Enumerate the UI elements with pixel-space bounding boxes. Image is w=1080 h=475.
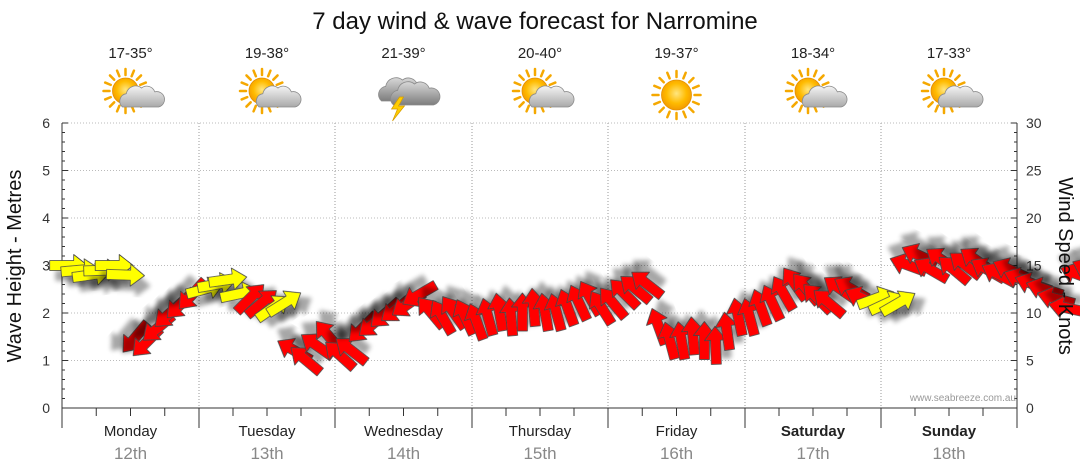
left-tick-label: 2 [42, 305, 50, 321]
wind-arrow [105, 263, 145, 287]
day-name-label: Wednesday [364, 423, 443, 440]
right-tick-label: 10 [1026, 305, 1042, 321]
left-tick-label: 1 [42, 353, 50, 369]
right-axis-title: Wind Speed - Knots [1054, 177, 1076, 355]
day-name-label: Friday [656, 423, 698, 440]
left-axis-title: Wave Height - Metres [4, 170, 26, 363]
wind-arrow [879, 290, 916, 318]
day-temp-range: 19-37° [654, 45, 698, 62]
day-labels: Monday 12th Tuesday 13th Wednesday 14th Thursd… [104, 423, 977, 463]
sunny-icon [651, 69, 702, 121]
left-tick-label: 4 [42, 210, 50, 226]
right-tick-label: 30 [1026, 115, 1042, 131]
day-name-label: Thursday [509, 423, 572, 440]
day-temp-range: 19-38° [245, 45, 289, 62]
day-name-label: Saturday [781, 423, 846, 440]
day-date-label: 12th [114, 444, 147, 463]
day-temp-range: 20-40° [518, 45, 562, 62]
left-tick-label: 0 [42, 400, 50, 416]
day-date-label: 17th [796, 444, 829, 463]
wind-arrow [265, 290, 302, 318]
right-tick-label: 15 [1026, 258, 1042, 274]
partly-cloudy-sun-icon [511, 67, 575, 115]
weather-header: 17-35° 19-38° 21-39° 20-40° 19-37° 18-34° 17-3… [102, 45, 984, 122]
left-tick-label: 3 [42, 258, 50, 274]
wind-arrow [1048, 295, 1080, 319]
wind-arrow [631, 271, 666, 300]
day-date-label: 14th [387, 444, 420, 463]
wind-arrow [207, 267, 248, 291]
left-tick-label: 6 [42, 115, 50, 131]
day-temp-range: 17-33° [927, 45, 971, 62]
day-date-label: 18th [932, 444, 965, 463]
wind-arrows [49, 243, 1080, 377]
day-temp-range: 17-35° [108, 45, 152, 62]
right-tick-label: 0 [1026, 400, 1034, 416]
chart-axes: 0 1 2 3 4 5 6 0 5 10 15 20 25 30 [42, 115, 1042, 428]
partly-cloudy-sun-icon [102, 67, 165, 115]
day-name-label: Tuesday [239, 423, 296, 440]
left-tick-label: 5 [42, 163, 50, 179]
day-date-label: 15th [523, 444, 556, 463]
right-tick-label: 25 [1026, 163, 1042, 179]
day-date-label: 13th [250, 444, 283, 463]
credit-text: www.seabreeze.com.au [909, 393, 1016, 404]
right-tick-label: 5 [1026, 353, 1034, 369]
day-name-label: Monday [104, 423, 158, 440]
partly-cloudy-sun-icon [784, 67, 848, 115]
partly-cloudy-sun-icon [238, 67, 302, 115]
chart-title: 7 day wind & wave forecast for Narromine [312, 8, 758, 35]
thunderstorm-icon [378, 77, 441, 122]
day-temp-range: 18-34° [791, 45, 835, 62]
right-tick-label: 20 [1026, 210, 1042, 226]
day-temp-range: 21-39° [381, 45, 425, 62]
day-name-label: Sunday [922, 423, 977, 440]
partly-cloudy-sun-icon [920, 67, 984, 115]
day-date-label: 16th [660, 444, 693, 463]
chart-grid [62, 122, 1017, 408]
